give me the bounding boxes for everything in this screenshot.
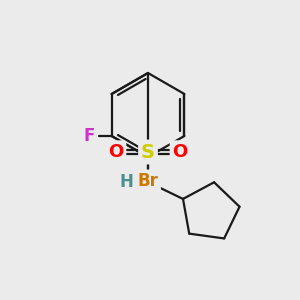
Text: O: O [172, 143, 188, 161]
Text: H: H [119, 173, 133, 191]
Text: Br: Br [138, 172, 158, 190]
Text: N: N [140, 173, 155, 191]
Text: S: S [141, 142, 155, 161]
Text: O: O [108, 143, 124, 161]
Text: N: N [140, 173, 155, 191]
Text: F: F [84, 127, 95, 145]
